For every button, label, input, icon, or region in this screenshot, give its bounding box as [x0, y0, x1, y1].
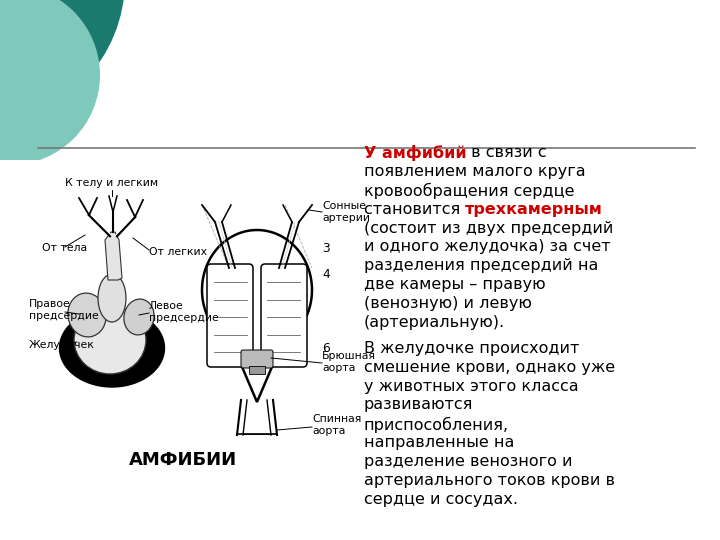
Text: Сонные
артерии: Сонные артерии — [322, 201, 370, 223]
Ellipse shape — [60, 309, 164, 387]
Ellipse shape — [124, 299, 154, 335]
Text: артериального токов крови в: артериального токов крови в — [364, 473, 615, 488]
Ellipse shape — [98, 274, 126, 322]
Text: кровообращения сердце: кровообращения сердце — [364, 183, 574, 199]
Bar — [0, 160, 720, 540]
Polygon shape — [202, 230, 312, 402]
Text: разделение венозного и: разделение венозного и — [364, 454, 572, 469]
Text: становится: становится — [364, 201, 465, 217]
Text: смешение крови, однако уже: смешение крови, однако уже — [364, 360, 615, 375]
Text: разделения предсердий на: разделения предсердий на — [364, 258, 598, 273]
Polygon shape — [105, 232, 122, 280]
Text: К телу и легким: К телу и легким — [66, 178, 158, 188]
Text: Спинная
аорта: Спинная аорта — [312, 414, 361, 436]
Text: две камеры – правую: две камеры – правую — [364, 278, 545, 292]
Text: В желудочке происходит: В желудочке происходит — [364, 341, 579, 356]
Bar — [175, 0, 720, 190]
Text: Правое
предсердие: Правое предсердие — [29, 299, 99, 321]
Text: Левое
предсердие: Левое предсердие — [149, 301, 219, 323]
Text: развиваются: развиваются — [364, 397, 473, 413]
Text: направленные на: направленные на — [364, 435, 514, 450]
Text: 3: 3 — [322, 241, 330, 254]
Text: (артериальную).: (артериальную). — [364, 315, 505, 330]
Bar — [249, 366, 265, 374]
FancyBboxPatch shape — [241, 350, 273, 368]
Text: у животных этого класса: у животных этого класса — [364, 379, 578, 394]
Text: Желудочек: Желудочек — [29, 340, 95, 350]
Text: (состоит из двух предсердий: (состоит из двух предсердий — [364, 220, 613, 235]
Text: От легких: От легких — [149, 247, 207, 257]
Text: У амфибий: У амфибий — [364, 145, 467, 161]
Text: 6: 6 — [322, 341, 330, 354]
Circle shape — [0, 0, 100, 165]
Text: приспособления,: приспособления, — [364, 416, 509, 433]
Text: появлением малого круга: появлением малого круга — [364, 164, 585, 179]
Text: Брюшная
аорта: Брюшная аорта — [322, 351, 376, 373]
Text: (венозную) и левую: (венозную) и левую — [364, 296, 531, 311]
Text: От тела: От тела — [42, 243, 87, 253]
Text: 4: 4 — [322, 268, 330, 281]
Text: сердце и сосудах.: сердце и сосудах. — [364, 492, 518, 507]
Text: АМФИБИИ: АМФИБИИ — [129, 451, 237, 469]
FancyBboxPatch shape — [207, 264, 253, 367]
Text: трехкамерным: трехкамерным — [465, 201, 603, 217]
Circle shape — [0, 0, 125, 125]
Text: и одного желудочка) за счет: и одного желудочка) за счет — [364, 239, 611, 254]
Ellipse shape — [74, 306, 146, 374]
Ellipse shape — [68, 293, 106, 337]
Text: в связи с: в связи с — [467, 145, 547, 160]
FancyBboxPatch shape — [261, 264, 307, 367]
